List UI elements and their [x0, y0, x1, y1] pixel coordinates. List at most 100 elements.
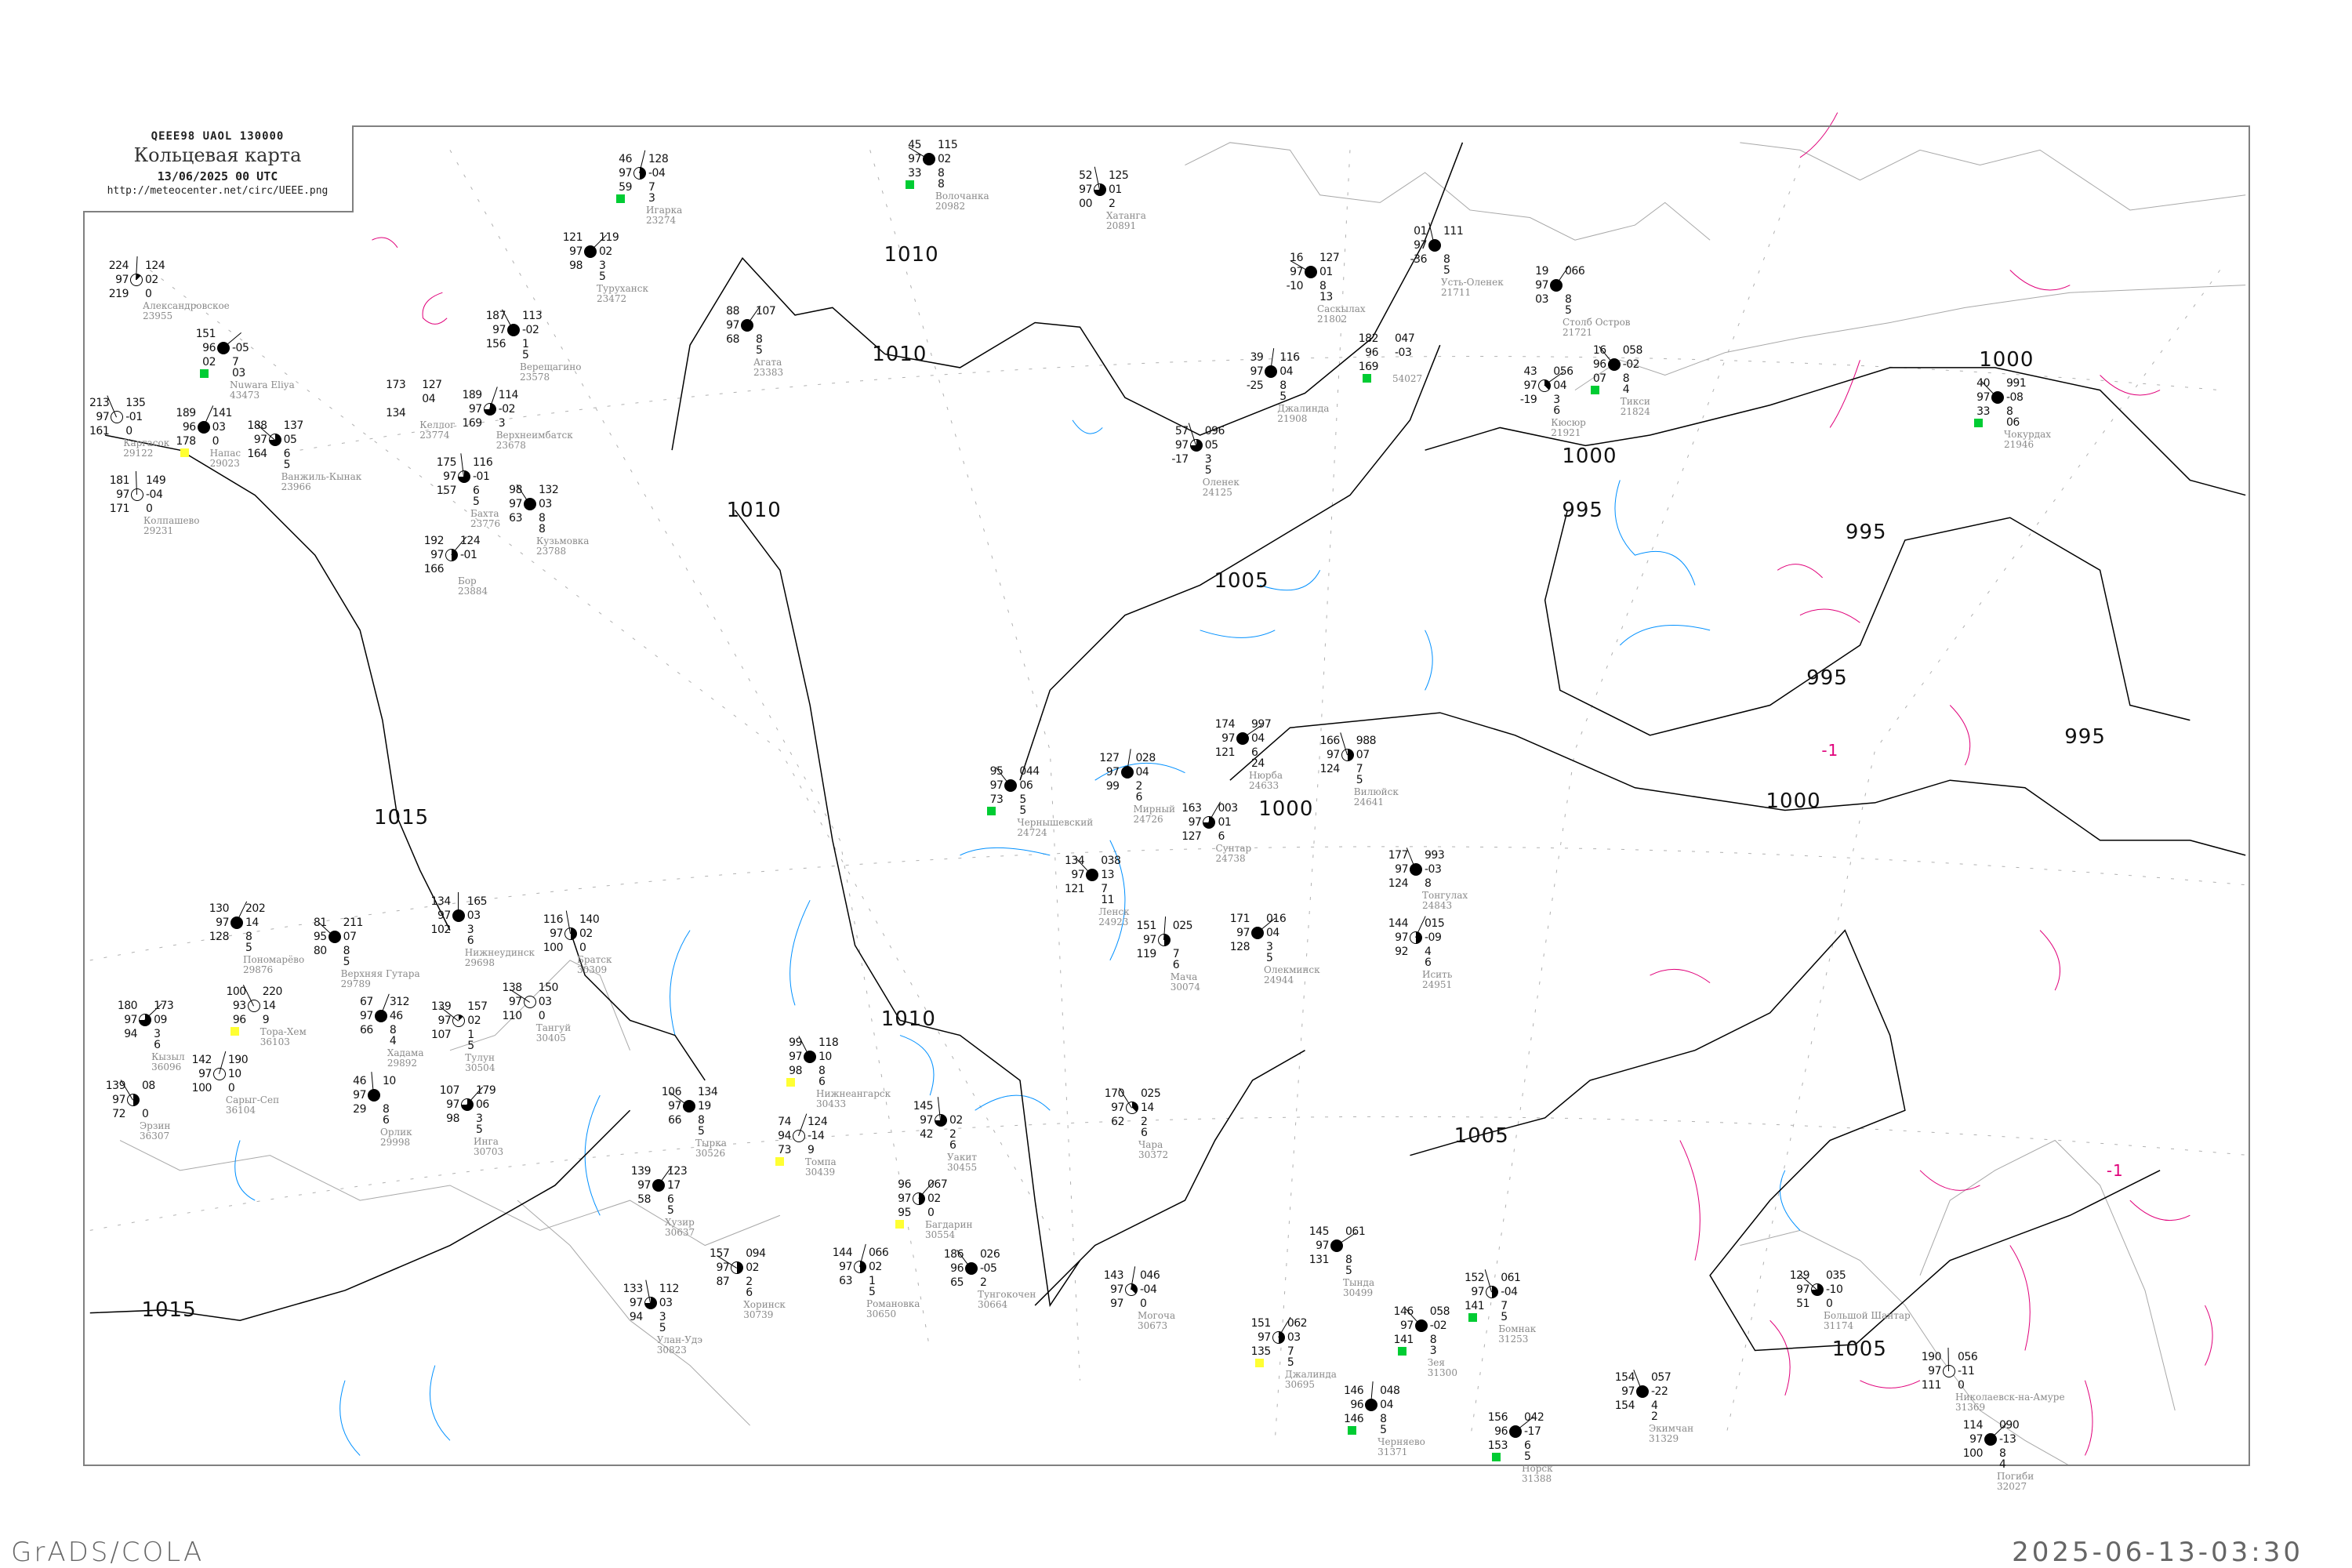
station-cloud-info: 1 — [869, 1274, 876, 1287]
station-cloud-info: 8 — [1429, 1334, 1437, 1346]
isobar-label: 1000 — [1979, 347, 2034, 372]
station-id: 30309 — [577, 964, 608, 975]
station-dewpoint: 80 — [313, 945, 327, 958]
station-pressure: 118 — [818, 1036, 839, 1050]
isobar-label: 995 — [1806, 666, 1848, 691]
station-cloud-info: 2 — [980, 1276, 987, 1289]
station-dewpoint: 92 — [1395, 946, 1408, 958]
station-temperature: 151 — [1136, 920, 1157, 932]
station-dewpoint: -25 — [1246, 379, 1264, 392]
station-temperature: 129 — [1789, 1269, 1810, 1282]
station-visibility: 97 — [1928, 1365, 1941, 1377]
station-cloud-info: 5 — [1345, 1265, 1352, 1277]
station-name: Столб Остров — [1563, 317, 1631, 328]
station-visibility: 97 — [716, 1261, 730, 1274]
station-temperature: 46 — [619, 152, 632, 165]
station-name: Хоринск — [743, 1299, 786, 1310]
station-cloud-info: 6 — [1141, 1127, 1148, 1139]
station-cloud-info: 6 — [466, 935, 474, 948]
station-name: Братск — [577, 953, 612, 965]
station-name: Ленск — [1098, 906, 1130, 917]
station-id: 29023 — [209, 457, 240, 469]
station-visibility: 96 — [1365, 347, 1378, 359]
station-temperature: 43 — [1523, 365, 1537, 379]
station-name: Nuwara Eliya — [230, 379, 295, 390]
station-tendency: 07 — [343, 931, 357, 944]
station-tendency: 03 — [212, 420, 226, 434]
station-dewpoint: 98 — [569, 259, 583, 272]
station-pressure: 046 — [1140, 1269, 1160, 1282]
station-cloud-info: 5 — [1019, 793, 1026, 806]
station-id: 30405 — [535, 1032, 566, 1044]
station-pressure: 056 — [1553, 365, 1573, 379]
station-pressure: 165 — [466, 895, 488, 909]
station-pressure: 044 — [1019, 765, 1040, 778]
station-dewpoint: 03 — [1535, 293, 1548, 306]
station-cloud-info: 6 — [949, 1138, 956, 1152]
station-dewpoint: 169 — [462, 416, 482, 430]
station-temperature: 88 — [726, 305, 739, 318]
station-cloud-info: 5 — [245, 942, 252, 954]
station-name: Вилюйск — [1353, 786, 1399, 797]
station-cloud-info: 2 — [746, 1276, 753, 1288]
station-visibility: 95 — [313, 931, 327, 944]
station-cloud-info: 0 — [212, 434, 220, 448]
isobar-line — [570, 931, 705, 1080]
station-tendency: -02 — [522, 323, 539, 336]
station-name: Усть-Оленек — [1441, 277, 1504, 288]
station-cloud-info: 8 — [1622, 372, 1630, 385]
station-dewpoint: 164 — [247, 448, 267, 460]
cloud-cover-icon — [793, 1129, 805, 1142]
station-pressure: 025 — [1141, 1087, 1161, 1100]
station-temperature: 152 — [1464, 1272, 1485, 1284]
station-cloud-info: 8 — [1443, 253, 1450, 266]
station-dewpoint: 59 — [619, 180, 632, 194]
cloud-cover-icon — [523, 995, 536, 1008]
station-cloud-info: 6 — [1251, 746, 1258, 760]
station-pressure: 061 — [1345, 1225, 1366, 1238]
station-dewpoint: 128 — [1229, 941, 1250, 953]
station-temperature: 106 — [661, 1085, 682, 1098]
isobar-line — [1410, 931, 2160, 1351]
station-cloud-info: 6 — [746, 1287, 753, 1299]
station-pressure: 067 — [927, 1178, 948, 1191]
station-visibility: 96 — [202, 341, 216, 354]
station-pressure: 134 — [698, 1085, 718, 1098]
station-pressure: 190 — [227, 1053, 249, 1066]
station-id: 30499 — [1343, 1287, 1374, 1298]
station-cloud-info: 0 — [579, 941, 586, 954]
station-name: Погиби — [1997, 1471, 2034, 1482]
station-pressure: 058 — [1622, 344, 1643, 357]
station-visibility: 97 — [508, 995, 522, 1008]
station-id: 30504 — [465, 1062, 495, 1073]
isobar-label: 1010 — [880, 1007, 936, 1032]
station-tendency: 04 — [1553, 379, 1567, 393]
cloud-cover-icon — [1550, 279, 1563, 292]
station-name: Александровское — [143, 300, 230, 312]
station-cloud-info: 9 — [808, 1143, 815, 1156]
station-id: 29892 — [387, 1058, 417, 1069]
station-temperature: 121 — [562, 230, 583, 244]
station-pressure: 124 — [145, 260, 165, 273]
station-name: Хатанга — [1106, 210, 1146, 221]
station-cloud-info: 0 — [142, 1108, 149, 1120]
station-cloud-info: 6 — [154, 1039, 161, 1051]
station-cloud-info: 5 — [1524, 1450, 1531, 1463]
station-name: Тында — [1343, 1277, 1375, 1288]
station-tendency: 01 — [1218, 815, 1232, 829]
isobar-line — [735, 510, 1080, 1305]
station-visibility: 97 — [1621, 1385, 1635, 1398]
station-tendency: -14 — [808, 1129, 825, 1142]
station-id: 21802 — [1317, 314, 1348, 325]
station-temperature: 52 — [1079, 169, 1092, 182]
station-pressure: 066 — [869, 1246, 889, 1259]
station-name: Экимчан — [1649, 1423, 1694, 1434]
station-tendency: 02 — [869, 1260, 882, 1273]
isotherms-negative — [372, 113, 2212, 1456]
station-dewpoint: 166 — [423, 562, 445, 575]
station-visibility: 97 — [430, 548, 444, 561]
station-visibility: 97 — [569, 245, 583, 258]
station-tendency: 03 — [538, 995, 552, 1008]
station-tendency: 02 — [145, 274, 158, 287]
station-temperature: 174 — [1214, 718, 1236, 731]
